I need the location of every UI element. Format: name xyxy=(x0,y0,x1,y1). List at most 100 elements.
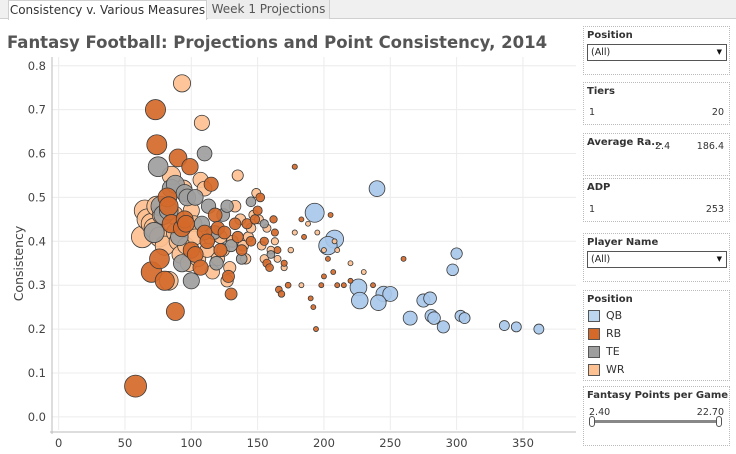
scatter-point-rb xyxy=(165,302,185,321)
legend-swatch-qb xyxy=(588,310,600,322)
x-tick-label: 0 xyxy=(55,436,62,450)
x-tick-label: 250 xyxy=(379,436,401,450)
scatter-point-wr xyxy=(321,247,327,253)
fppg-slider-handle-max[interactable] xyxy=(716,416,722,427)
scatter-point-rb xyxy=(213,243,228,258)
scatter-point-wr xyxy=(314,229,321,236)
scatter-point-rb xyxy=(325,255,331,262)
y-tick-label: 0.3 xyxy=(28,278,46,292)
scatter-point-wr xyxy=(360,269,367,275)
scatter-point-wr xyxy=(231,169,244,182)
scatter-point-qb xyxy=(402,310,418,326)
legend-label-qb: QB xyxy=(606,309,623,322)
fppg-slider-handle-min[interactable] xyxy=(589,416,595,427)
scatter-point-rb xyxy=(269,215,278,224)
scatter-point-rb xyxy=(224,287,238,301)
scatter-point-rb xyxy=(144,99,166,121)
adp-min: 1 xyxy=(589,204,596,215)
scatter-point-rb xyxy=(124,374,147,398)
adp-max: 253 xyxy=(705,204,724,215)
scatter-point-rb xyxy=(249,214,261,225)
scatter-point-wr xyxy=(334,247,341,253)
tab-week1-projections[interactable]: Week 1 Projections xyxy=(208,0,330,19)
scatter-point-wr xyxy=(291,229,298,236)
scatter-point-rb xyxy=(307,295,314,302)
y-axis-label: Consistency xyxy=(11,225,26,301)
scatter-point-rb xyxy=(270,228,279,237)
y-tick-label: 0.6 xyxy=(28,147,46,161)
scatter-point-wr xyxy=(298,282,305,289)
y-tick-label: 0.7 xyxy=(28,103,46,117)
scatter-point-rb xyxy=(241,218,253,230)
position-filter-title: Position xyxy=(587,30,633,41)
scatter-point-rb xyxy=(340,282,347,289)
scatter-point-rb xyxy=(177,214,195,233)
scatter-point-rb xyxy=(146,134,168,156)
position-dropdown[interactable]: (All) ▼ xyxy=(587,44,727,61)
legend-swatch-rb xyxy=(588,328,600,340)
player-name-filter-panel: Player Name (All) ▼ xyxy=(583,233,730,282)
scatter-point-te xyxy=(173,254,192,273)
legend-label-te: TE xyxy=(606,345,620,358)
scatter-point-rb xyxy=(318,282,325,289)
scatter-point-qb xyxy=(368,180,386,197)
scatter-point-rb xyxy=(370,282,376,289)
x-tick-label: 350 xyxy=(512,436,534,450)
tab-bar: Consistency v. Various Measures Week 1 P… xyxy=(0,0,736,20)
scatter-point-wr xyxy=(270,237,279,246)
scatter-point-wr xyxy=(305,220,311,227)
scatter-point-rb xyxy=(284,281,292,289)
scatter-point-rb xyxy=(199,233,215,250)
scatter-point-rb xyxy=(347,277,354,284)
scatter-point-rb xyxy=(217,225,232,240)
scatter-point-qb xyxy=(304,202,325,223)
scatter-chart: 0.0 0.1 0.2 0.3 0.4 0.5 0.6 0.7 0.8 0 50 100 150 200 2… xyxy=(11,57,576,450)
scatter-point-qb xyxy=(382,286,399,302)
tiers-max: 20 xyxy=(711,107,724,118)
scatter-point-te xyxy=(266,250,276,259)
adp-filter-title: ADP xyxy=(587,182,611,193)
scatter-point-te xyxy=(186,189,204,206)
scatter-point-rb xyxy=(228,217,242,230)
x-tick-label: 300 xyxy=(446,436,468,450)
scatter-point-rb xyxy=(280,259,288,267)
tab-consistency[interactable]: Consistency v. Various Measures xyxy=(8,0,207,20)
scatter-point-te xyxy=(196,145,213,162)
fppg-slider-track[interactable] xyxy=(592,420,719,423)
scatter-point-rb xyxy=(265,263,274,272)
scatter-point-qb xyxy=(427,311,441,325)
scatter-point-rb xyxy=(259,236,269,246)
scatter-point-rb xyxy=(277,290,286,298)
y-tick-label: 0.0 xyxy=(28,410,46,424)
fppg-max: 22.70 xyxy=(696,407,724,418)
scatter-point-qb xyxy=(458,312,471,325)
scatter-point-rb xyxy=(181,158,199,176)
scatter-point-qb xyxy=(423,291,437,306)
legend-swatch-te xyxy=(588,346,600,358)
legend-label-wr: WR xyxy=(606,363,625,376)
scatter-point-te xyxy=(182,272,200,290)
adp-filter-panel[interactable]: ADP 1 253 xyxy=(583,178,730,222)
tiers-filter-panel[interactable]: Tiers 1 20 xyxy=(583,82,730,125)
scatter-point-rb xyxy=(298,216,305,223)
scatter-point-rb xyxy=(255,192,266,203)
x-tick-label: 200 xyxy=(313,436,335,450)
scatter-point-qb xyxy=(533,323,545,335)
x-tick-label: 150 xyxy=(247,436,269,450)
average-rank-filter-title: Average Ra... xyxy=(587,137,663,148)
scatter-point-qb xyxy=(446,263,459,277)
scatter-point-rb xyxy=(400,255,407,262)
fppg-filter-title: Fantasy Points per Game xyxy=(587,390,729,401)
scatter-point-qb xyxy=(498,320,510,331)
scatter-point-qb xyxy=(370,294,387,311)
scatter-point-wr xyxy=(331,238,338,245)
legend-title: Position xyxy=(587,294,633,305)
position-legend-panel: Position QB RB TE WR xyxy=(583,290,730,381)
average-rank-filter-panel[interactable]: Average Ra... 2.4 186.4 xyxy=(583,133,730,176)
scatter-point-qb xyxy=(510,321,522,333)
scatter-point-wr xyxy=(193,114,210,131)
legend-label-rb: RB xyxy=(606,327,622,340)
player-name-dropdown[interactable]: (All) ▼ xyxy=(587,251,727,268)
scatter-point-wr xyxy=(273,254,282,263)
scatter-point-wr xyxy=(347,260,354,267)
